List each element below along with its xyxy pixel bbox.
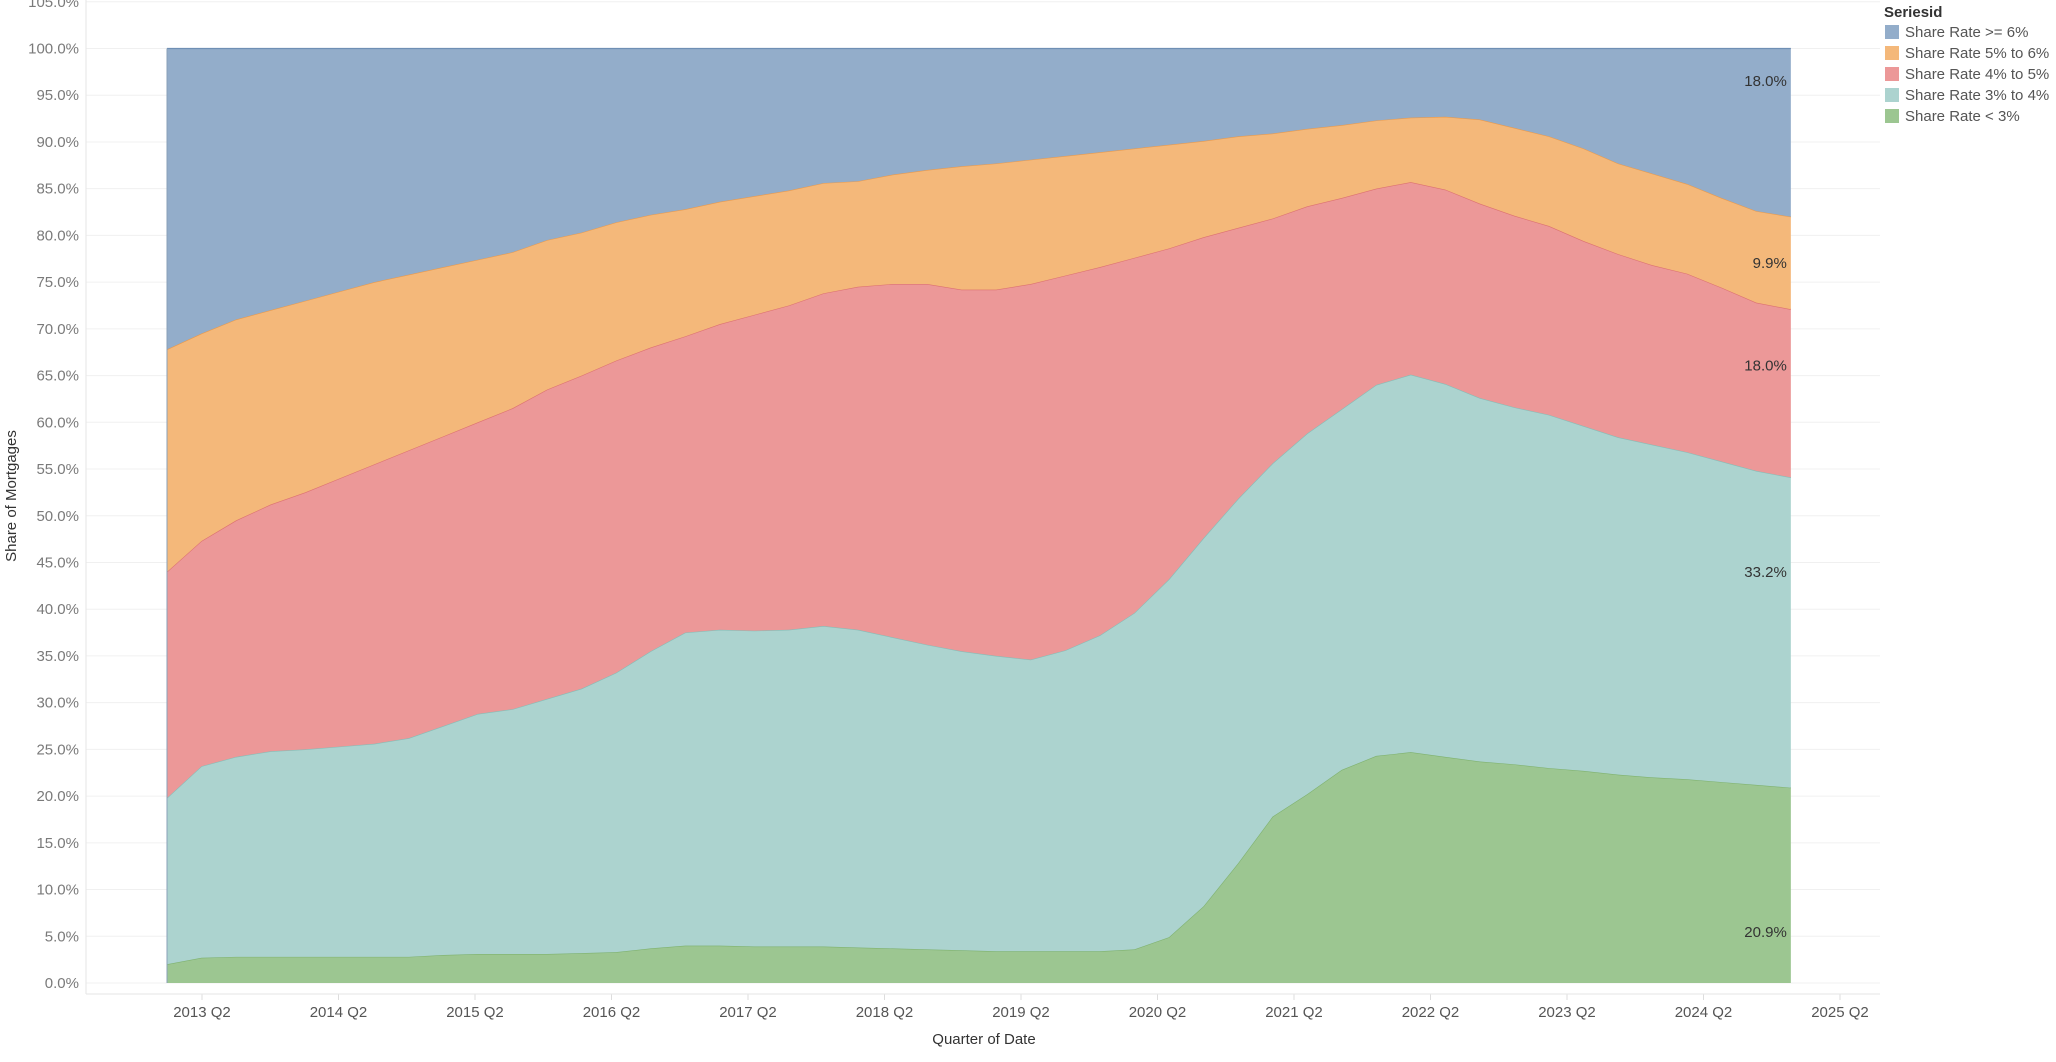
area-share-rate-5-to-6-[interactable]: [167, 116, 1791, 572]
y-tick-label: 70.0%: [36, 321, 79, 338]
legend-label: Share Rate 4% to 5%: [1905, 66, 2049, 83]
x-tick-label: 2023 Q2: [1538, 1004, 1596, 1021]
y-axis-ticks: 0.0% 5.0% 10.0% 15.0% 20.0% 25.0% 30.0% 35.0% 40…: [28, 0, 79, 992]
y-tick-label: 0.0%: [45, 975, 79, 992]
y-tick-label: 80.0%: [36, 227, 79, 244]
y-tick-label: 100.0%: [28, 41, 79, 58]
end-label: 33.2%: [1744, 564, 1787, 581]
y-tick-label: 15.0%: [36, 835, 79, 852]
end-label: 20.9%: [1744, 924, 1787, 941]
legend-swatch-icon: [1885, 25, 1899, 39]
legend-label: Share Rate < 3%: [1905, 108, 2020, 125]
y-tick-label: 35.0%: [36, 648, 79, 665]
x-tick-label: 2024 Q2: [1675, 1004, 1733, 1021]
x-tick-label: 2014 Q2: [310, 1004, 368, 1021]
end-label: 18.0%: [1744, 73, 1787, 90]
area-share-rate-3-to-4-[interactable]: [167, 374, 1791, 965]
legend-swatch-icon: [1885, 88, 1899, 102]
series-areas: [166, 47, 1791, 983]
x-tick-label: 2021 Q2: [1265, 1004, 1323, 1021]
y-tick-label: 90.0%: [36, 134, 79, 151]
end-labels: 20.9% 33.2% 18.0% 9.9% 18.0%: [1744, 73, 1787, 941]
x-axis-ticks: 2013 Q2 2014 Q2 2015 Q2 2016 Q2 2017 Q2 2018 …: [173, 994, 1869, 1021]
x-axis-title: Quarter of Date: [932, 1031, 1035, 1048]
legend-title: Seriesid: [1884, 4, 1942, 21]
legend-item[interactable]: Share Rate 3% to 4%: [1885, 87, 2049, 104]
legend-label: Share Rate 3% to 4%: [1905, 87, 2049, 104]
y-tick-label: 60.0%: [36, 414, 79, 431]
legend-swatch-icon: [1885, 67, 1899, 81]
legend-item[interactable]: Share Rate < 3%: [1885, 108, 2020, 125]
x-tick-label: 2025 Q2: [1811, 1004, 1869, 1021]
y-tick-label: 10.0%: [36, 882, 79, 899]
end-label: 9.9%: [1753, 255, 1787, 272]
legend-item[interactable]: Share Rate 4% to 5%: [1885, 66, 2049, 83]
y-tick-label: 105.0%: [28, 0, 79, 11]
y-tick-label: 40.0%: [36, 601, 79, 618]
y-tick-label: 30.0%: [36, 695, 79, 712]
y-tick-label: 75.0%: [36, 274, 79, 291]
y-tick-label: 50.0%: [36, 508, 79, 525]
y-axis-title: Share of Mortgages: [3, 430, 20, 562]
x-tick-label: 2015 Q2: [446, 1004, 504, 1021]
x-tick-label: 2017 Q2: [719, 1004, 777, 1021]
x-tick-label: 2020 Q2: [1129, 1004, 1187, 1021]
y-tick-label: 20.0%: [36, 788, 79, 805]
x-tick-label: 2018 Q2: [856, 1004, 914, 1021]
legend-item[interactable]: Share Rate >= 6%: [1885, 24, 2028, 41]
area-share-rate-4-to-5-[interactable]: [167, 182, 1791, 798]
legend[interactable]: Seriesid Share Rate >= 6% Share Rate 5% t…: [1884, 4, 2049, 125]
y-tick-label: 45.0%: [36, 554, 79, 571]
x-tick-label: 2019 Q2: [992, 1004, 1050, 1021]
legend-item[interactable]: Share Rate 5% to 6%: [1885, 45, 2049, 62]
legend-swatch-icon: [1885, 46, 1899, 60]
area-share-rate-3-[interactable]: [167, 752, 1791, 983]
legend-label: Share Rate >= 6%: [1905, 24, 2028, 41]
x-tick-label: 2013 Q2: [173, 1004, 231, 1021]
y-tick-label: 5.0%: [45, 928, 79, 945]
legend-swatch-icon: [1885, 109, 1899, 123]
y-tick-label: 55.0%: [36, 461, 79, 478]
legend-label: Share Rate 5% to 6%: [1905, 45, 2049, 62]
y-tick-label: 95.0%: [36, 87, 79, 104]
y-tick-label: 85.0%: [36, 181, 79, 198]
y-tick-label: 65.0%: [36, 368, 79, 385]
x-tick-label: 2022 Q2: [1402, 1004, 1460, 1021]
x-tick-label: 2016 Q2: [583, 1004, 641, 1021]
area-share-rate-6-[interactable]: [167, 48, 1791, 350]
y-tick-label: 25.0%: [36, 741, 79, 758]
end-label: 18.0%: [1744, 357, 1787, 374]
